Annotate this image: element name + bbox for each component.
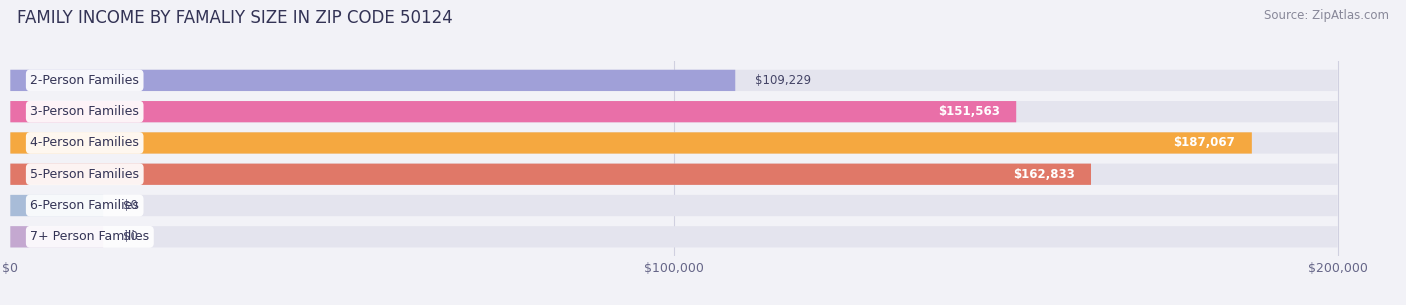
Text: 5-Person Families: 5-Person Families: [31, 168, 139, 181]
FancyBboxPatch shape: [10, 195, 1337, 216]
FancyBboxPatch shape: [10, 70, 1337, 91]
Text: $151,563: $151,563: [938, 105, 1000, 118]
FancyBboxPatch shape: [10, 132, 1337, 154]
FancyBboxPatch shape: [10, 70, 735, 91]
FancyBboxPatch shape: [10, 163, 1091, 185]
FancyBboxPatch shape: [10, 163, 1337, 185]
Text: $109,229: $109,229: [755, 74, 811, 87]
Text: $0: $0: [124, 230, 138, 243]
FancyBboxPatch shape: [10, 226, 1337, 247]
Text: 2-Person Families: 2-Person Families: [31, 74, 139, 87]
Text: $0: $0: [124, 199, 138, 212]
Text: $162,833: $162,833: [1012, 168, 1074, 181]
Text: $187,067: $187,067: [1174, 136, 1236, 149]
FancyBboxPatch shape: [10, 132, 1251, 154]
FancyBboxPatch shape: [10, 101, 1017, 122]
Text: 6-Person Families: 6-Person Families: [31, 199, 139, 212]
Text: FAMILY INCOME BY FAMALIY SIZE IN ZIP CODE 50124: FAMILY INCOME BY FAMALIY SIZE IN ZIP COD…: [17, 9, 453, 27]
Text: 4-Person Families: 4-Person Families: [31, 136, 139, 149]
FancyBboxPatch shape: [10, 226, 103, 247]
Text: 3-Person Families: 3-Person Families: [31, 105, 139, 118]
Text: Source: ZipAtlas.com: Source: ZipAtlas.com: [1264, 9, 1389, 22]
Text: 7+ Person Families: 7+ Person Families: [31, 230, 149, 243]
FancyBboxPatch shape: [10, 101, 1337, 122]
FancyBboxPatch shape: [10, 195, 103, 216]
